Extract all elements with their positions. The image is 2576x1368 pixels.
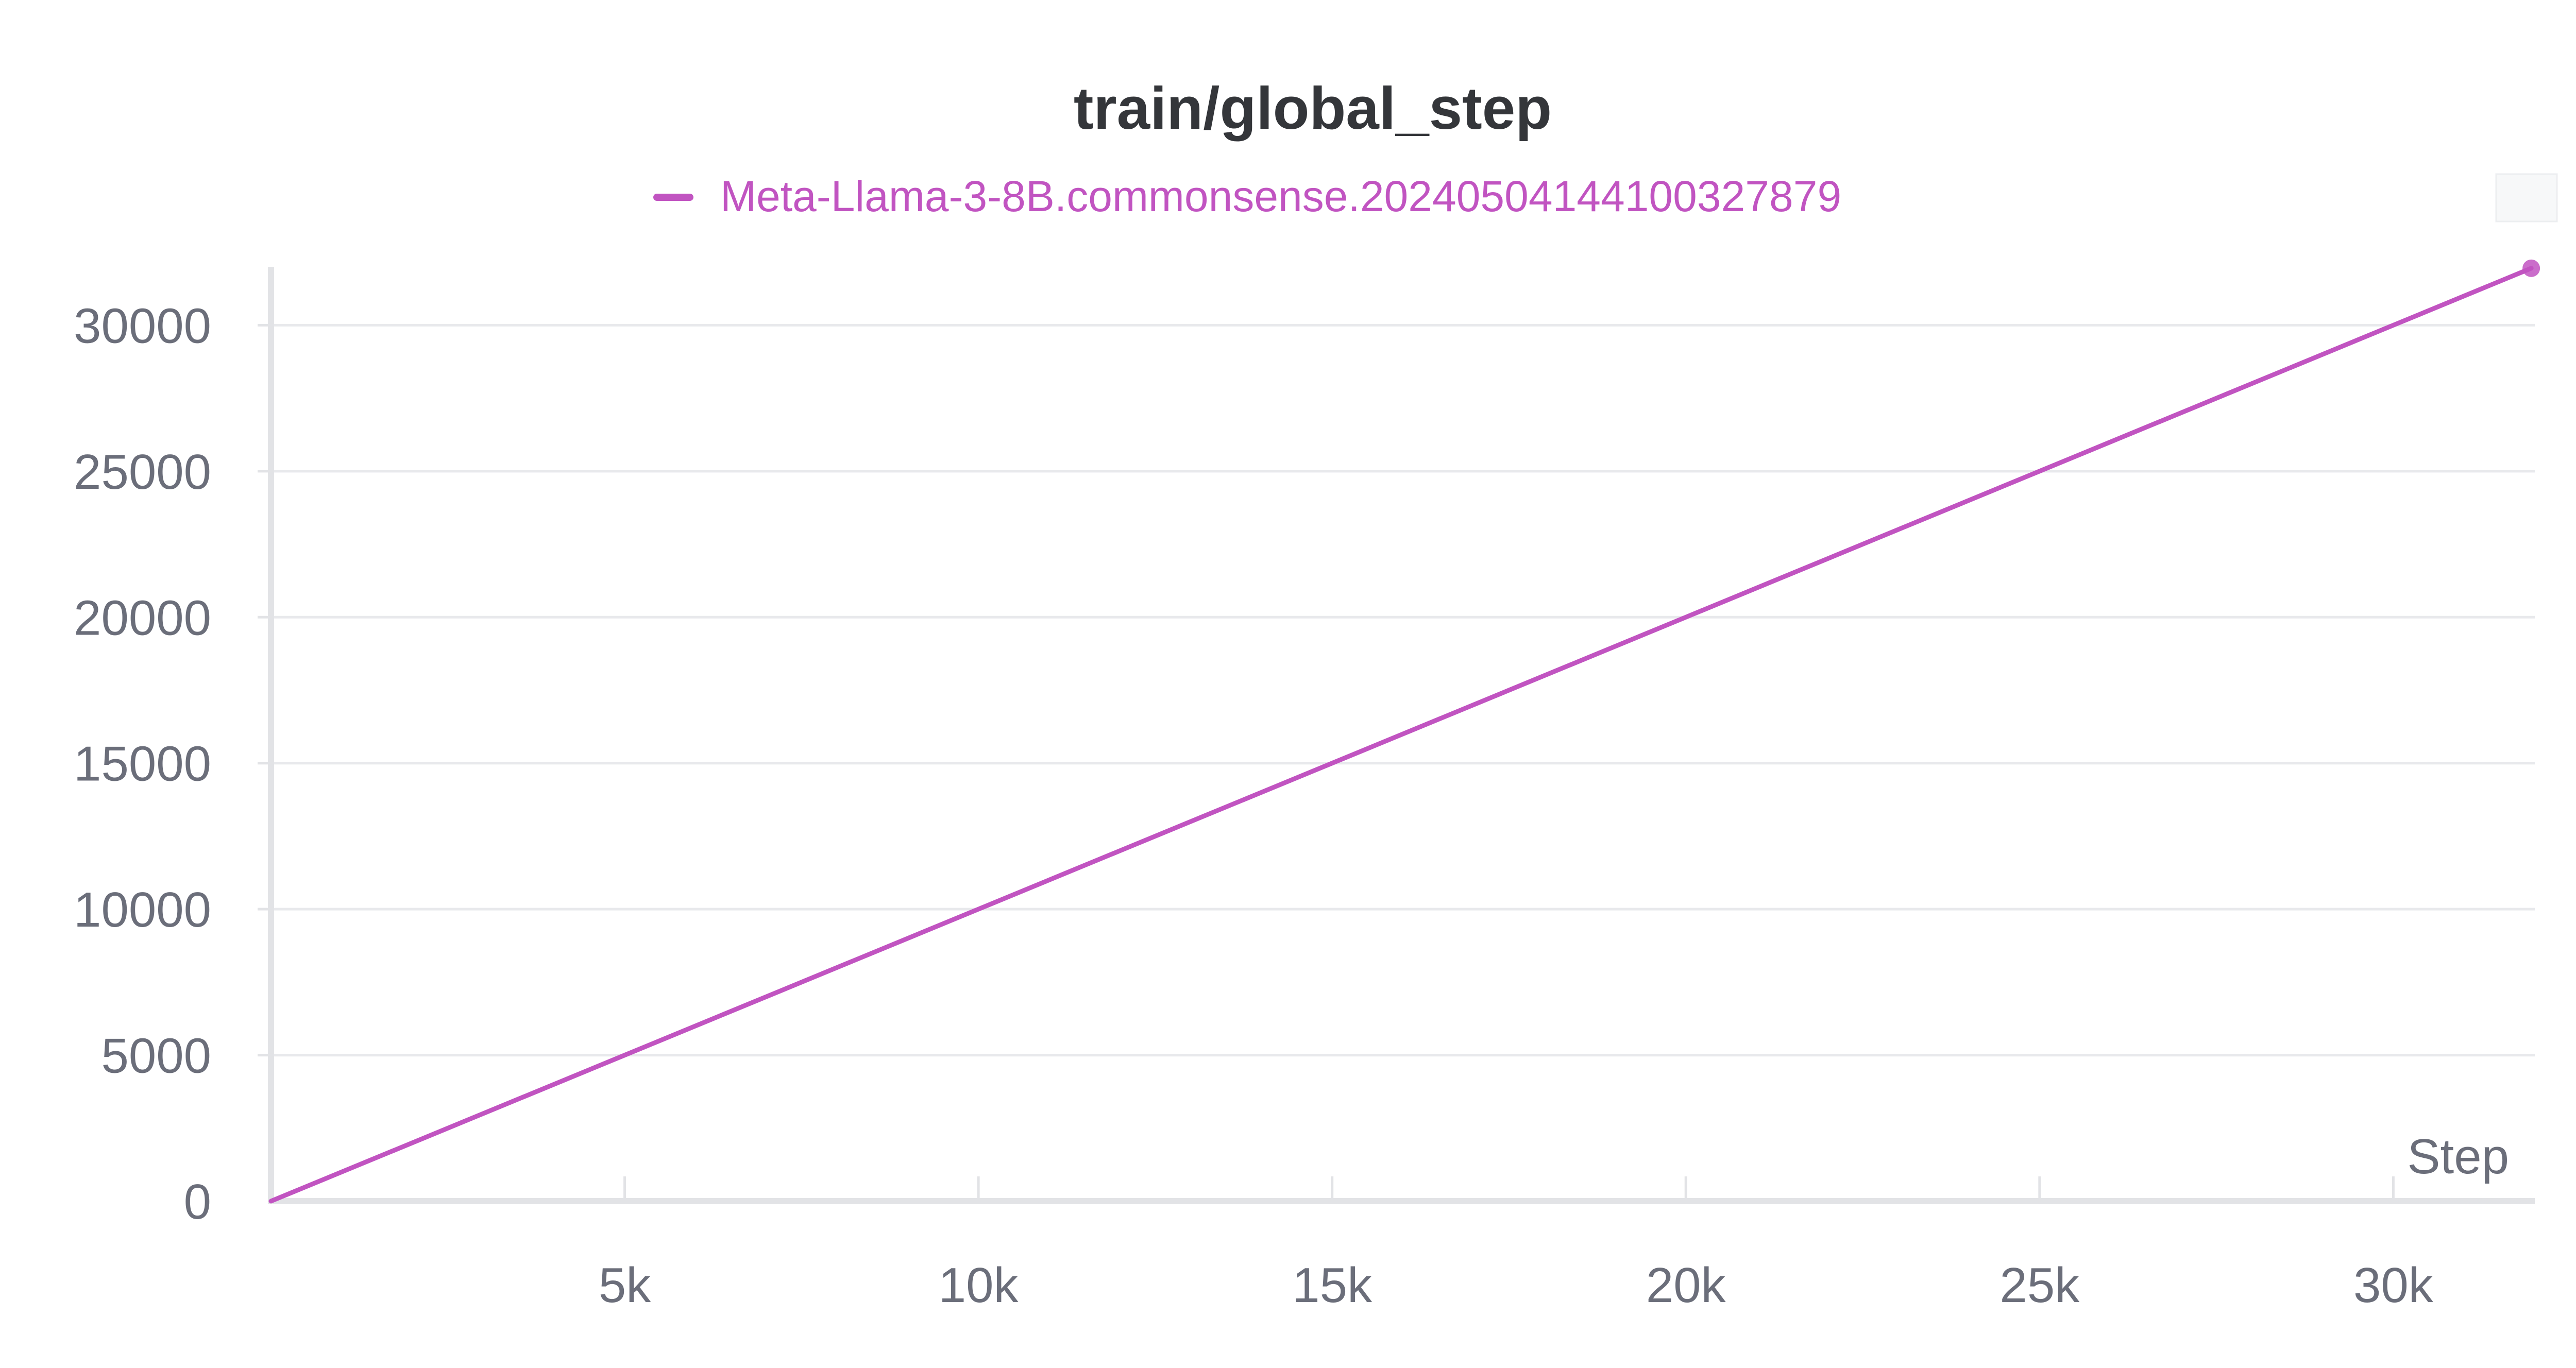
series-layer <box>268 259 2540 1204</box>
y-tick-label: 0 <box>184 1174 211 1229</box>
x-axis-title: Step <box>2408 1129 2509 1184</box>
axes <box>268 267 2535 1204</box>
legend-label: Meta-Llama-3-8B.commonsense.202405041441… <box>720 172 1841 220</box>
series-end-point[interactable] <box>2522 259 2540 277</box>
x-tick-label: 25k <box>1999 1258 2080 1313</box>
x-tick-label: 30k <box>2353 1258 2434 1313</box>
x-tick-label: 10k <box>939 1258 1019 1313</box>
y-tick-label: 30000 <box>74 298 211 353</box>
x-tick-label: 20k <box>1646 1258 1726 1313</box>
chart-menu-button[interactable] <box>2495 173 2558 223</box>
y-tick-label: 10000 <box>74 882 211 937</box>
y-tick-label: 15000 <box>74 737 211 792</box>
y-axis-ticks: 0 5000 10000 15000 20000 25000 30000 <box>74 298 271 1229</box>
x-tick-label: 5k <box>599 1258 651 1313</box>
y-tick-label: 25000 <box>74 444 211 500</box>
y-tick-label: 5000 <box>101 1029 211 1084</box>
chart-title: train/global_step <box>1074 75 1552 142</box>
x-tick-label: 15k <box>1292 1258 1372 1313</box>
legend-swatch <box>653 194 693 201</box>
series-line[interactable] <box>268 266 2534 1204</box>
legend[interactable]: Meta-Llama-3-8B.commonsense.202405041441… <box>653 172 1841 220</box>
grid-lines <box>271 323 2535 1057</box>
y-tick-label: 20000 <box>74 590 211 645</box>
x-axis-ticks: 5k 10k 15k 20k 25k 30k <box>599 1176 2434 1313</box>
